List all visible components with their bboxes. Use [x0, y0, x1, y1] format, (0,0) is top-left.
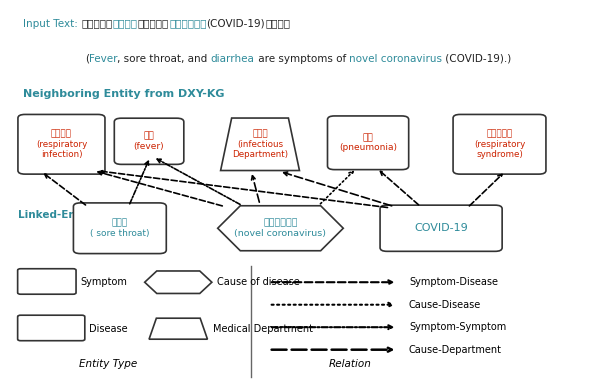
Polygon shape [218, 206, 343, 251]
Text: Cause of disease: Cause of disease [218, 277, 300, 287]
Text: 身体发热，: 身体发热， [82, 19, 113, 29]
Text: 感染科
(infectious
Department): 感染科 (infectious Department) [232, 129, 288, 159]
Text: 的症状。: 的症状。 [265, 19, 290, 29]
FancyBboxPatch shape [18, 315, 85, 341]
Text: 新型冠状病毒: 新型冠状病毒 [169, 19, 207, 29]
FancyBboxPatch shape [380, 205, 502, 251]
Text: Neighboring Entity from DXY-KG: Neighboring Entity from DXY-KG [23, 89, 225, 99]
Text: Relation: Relation [329, 359, 372, 369]
Text: Cause-Department: Cause-Department [409, 345, 502, 355]
Text: 新型冠状病毒
(novel coronavirus): 新型冠状病毒 (novel coronavirus) [234, 219, 327, 238]
Text: Symptom: Symptom [80, 277, 128, 287]
Polygon shape [145, 271, 212, 293]
Text: (COVID-19): (COVID-19) [207, 19, 265, 29]
Text: 噬子疼，: 噬子疼， [113, 19, 138, 29]
FancyBboxPatch shape [327, 116, 409, 170]
Text: Input Text:: Input Text: [23, 19, 82, 29]
Text: Disease: Disease [89, 324, 128, 334]
Text: (COVID-19).): (COVID-19).) [442, 54, 511, 64]
Polygon shape [221, 118, 299, 170]
Text: 呼吸感染
(respiratory
infection): 呼吸感染 (respiratory infection) [36, 129, 87, 159]
Text: Symptom-Disease: Symptom-Disease [409, 277, 498, 287]
Text: 呼吸综合征
(respiratory
syndrome): 呼吸综合征 (respiratory syndrome) [474, 129, 525, 159]
Text: 腹法是感染: 腹法是感染 [138, 19, 169, 29]
Text: 嗳子疼
( sore throat): 嗳子疼 ( sore throat) [90, 219, 150, 238]
Text: Symptom-Symptom: Symptom-Symptom [409, 322, 506, 332]
Text: 发烧
(fever): 发烧 (fever) [134, 131, 164, 151]
FancyBboxPatch shape [453, 115, 546, 174]
Text: Fever: Fever [89, 54, 117, 64]
Text: Entity Type: Entity Type [79, 359, 137, 369]
Text: Linked-Entity: Linked-Entity [18, 210, 96, 220]
Text: Medical Department: Medical Department [213, 324, 313, 334]
Text: diarrhea: diarrhea [211, 54, 254, 64]
Text: novel coronavirus: novel coronavirus [349, 54, 442, 64]
Text: , sore throat, and: , sore throat, and [117, 54, 211, 64]
Text: Cause-Disease: Cause-Disease [409, 300, 481, 310]
FancyBboxPatch shape [18, 269, 76, 294]
Text: COVID-19: COVID-19 [414, 223, 468, 233]
FancyBboxPatch shape [114, 118, 184, 164]
Polygon shape [149, 318, 207, 339]
Text: 肺炎
(pneumonia): 肺炎 (pneumonia) [339, 133, 397, 152]
FancyBboxPatch shape [73, 203, 166, 254]
FancyBboxPatch shape [18, 115, 105, 174]
Text: are symptoms of: are symptoms of [254, 54, 349, 64]
Text: (: ( [85, 54, 89, 64]
